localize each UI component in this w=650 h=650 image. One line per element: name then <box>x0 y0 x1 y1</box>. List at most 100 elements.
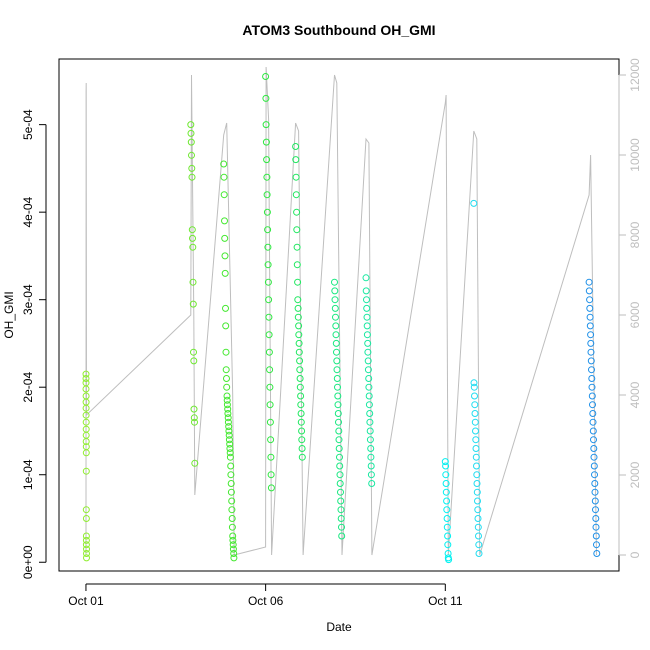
y-tick-label: 1e-04 <box>21 459 35 490</box>
data-point <box>295 339 303 347</box>
data-point <box>262 121 270 129</box>
data-point <box>296 375 304 382</box>
data-point <box>364 357 372 365</box>
y-tick-label: 5e-04 <box>21 109 35 140</box>
data-point <box>334 392 342 400</box>
data-point <box>338 532 346 540</box>
data-point <box>83 554 90 562</box>
data-point <box>444 541 452 549</box>
data-point <box>589 410 597 417</box>
data-point <box>190 414 198 422</box>
data-point <box>227 480 235 487</box>
data-point <box>338 523 345 531</box>
data-point <box>189 243 197 251</box>
data-point <box>587 348 595 356</box>
data-point <box>226 445 234 452</box>
data-point <box>335 436 343 444</box>
data-point <box>332 331 340 339</box>
data-point <box>82 541 90 549</box>
data-point <box>262 94 270 102</box>
data-point <box>293 208 301 216</box>
data-point <box>265 348 273 356</box>
data-point <box>473 488 481 496</box>
data-point <box>331 278 338 286</box>
data-point <box>82 438 90 445</box>
data-point <box>228 523 236 531</box>
data-point <box>442 462 450 470</box>
data-point <box>266 366 274 374</box>
data-point <box>589 401 596 409</box>
data-point <box>471 418 479 426</box>
data-point <box>441 458 449 466</box>
data-point <box>221 252 229 260</box>
data-point <box>367 471 375 479</box>
data-point <box>586 313 594 321</box>
secondary-y-axis: 0 2000 4000 6000 8000 10000 12000 <box>618 58 642 558</box>
data-point <box>365 383 373 391</box>
data-point <box>191 459 199 467</box>
data-point <box>331 304 339 312</box>
y-tick-label: 2e-04 <box>21 372 35 403</box>
data-point <box>442 471 450 479</box>
data-point <box>266 383 274 391</box>
data-point <box>363 304 371 312</box>
data-point <box>472 427 479 435</box>
data-point <box>337 488 344 496</box>
data-point <box>588 366 595 374</box>
data-point <box>591 471 598 479</box>
secondary-tick-label: 6000 <box>628 301 642 328</box>
data-point <box>472 453 480 461</box>
data-point <box>592 506 599 514</box>
data-point <box>227 471 235 479</box>
data-point <box>470 199 478 207</box>
data-point <box>230 550 238 557</box>
data-point <box>263 173 271 181</box>
data-point <box>363 322 371 330</box>
data-point <box>335 445 343 452</box>
data-point <box>445 556 453 564</box>
data-point <box>229 536 237 544</box>
data-point <box>82 467 90 475</box>
y-axis-label: OH_GMI <box>2 291 16 338</box>
data-point <box>336 462 344 470</box>
data-point <box>82 418 90 426</box>
data-point <box>224 405 232 413</box>
data-point <box>264 226 272 234</box>
data-point <box>292 143 300 150</box>
data-point <box>83 550 90 557</box>
data-point <box>266 401 274 409</box>
data-point <box>473 462 480 470</box>
data-point <box>472 445 480 452</box>
data-point <box>336 471 344 479</box>
data-point <box>589 418 597 426</box>
data-point <box>188 226 196 234</box>
data-point <box>228 515 236 522</box>
data-point <box>220 173 228 181</box>
data-point <box>442 488 450 496</box>
data-point <box>190 348 197 356</box>
data-point <box>298 453 306 461</box>
secondary-tick-label: 4000 <box>628 381 642 408</box>
data-point <box>331 287 339 295</box>
data-point <box>473 471 481 479</box>
data-point <box>267 471 275 479</box>
data-point <box>190 405 198 413</box>
data-point <box>229 541 237 549</box>
data-point <box>296 366 304 374</box>
data-point <box>474 497 481 505</box>
data-point <box>223 383 231 391</box>
data-point <box>220 160 228 168</box>
data-point <box>365 401 373 409</box>
data-point <box>296 357 304 365</box>
data-point <box>367 445 375 452</box>
data-point <box>227 462 235 470</box>
data-point <box>82 370 90 378</box>
data-point <box>265 313 273 321</box>
data-point <box>592 532 600 540</box>
data-point <box>588 392 596 400</box>
data-point <box>590 453 598 461</box>
data-point <box>475 541 483 549</box>
data-point <box>263 156 271 164</box>
x-axis-label: Date <box>326 620 352 634</box>
data-point <box>591 480 599 487</box>
